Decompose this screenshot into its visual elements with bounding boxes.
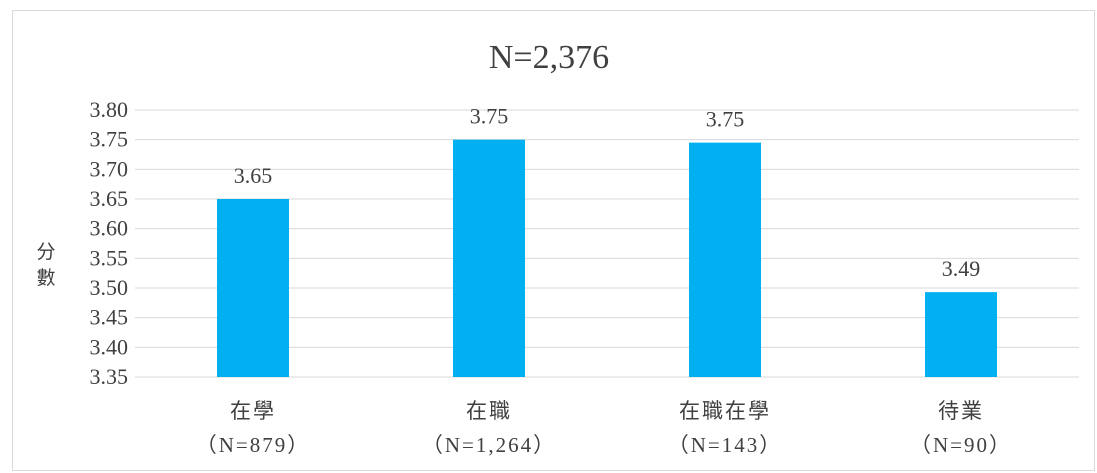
gridlines (135, 109, 1079, 378)
data-label: 3.75 (470, 104, 509, 129)
y-tick-label: 3.70 (90, 156, 129, 181)
category-label: 在職 (466, 399, 512, 423)
category-n-label: （N=143） (668, 433, 783, 457)
bar (217, 199, 289, 377)
category-n-label: （N=879） (196, 433, 311, 457)
data-label: 3.49 (942, 256, 981, 281)
category-label: 在職在學 (679, 399, 771, 423)
category-n-label: （N=90） (910, 433, 1012, 457)
bar (453, 139, 525, 377)
category-label: 待業 (938, 399, 984, 423)
bars (217, 139, 997, 377)
chart-frame (12, 10, 1095, 471)
y-tick-label: 3.75 (90, 127, 129, 152)
y-tick-label: 3.40 (90, 334, 129, 359)
data-label: 3.75 (706, 107, 745, 132)
y-tick-label: 3.65 (90, 186, 129, 211)
y-tick-label: 3.45 (90, 305, 129, 330)
bar (689, 142, 761, 377)
data-labels: 3.65 3.75 3.75 3.49 (234, 104, 981, 281)
bar (925, 292, 997, 377)
y-tick-label: 3.35 (90, 364, 129, 389)
y-axis-label: 分數 (36, 241, 55, 289)
y-axis-label-char: 分 (36, 241, 55, 263)
x-axis-categories: 在學 （N=879） 在職 （N=1,264） 在職在學 （N=143） 待業 （N=90） (196, 399, 1012, 457)
y-tick-label: 3.80 (90, 97, 129, 122)
y-tick-label: 3.55 (90, 245, 129, 270)
category-n-label: （N=1,264） (422, 433, 556, 457)
y-tick-label: 3.50 (90, 275, 129, 300)
y-axis-label-char: 數 (36, 267, 55, 289)
data-label: 3.65 (234, 163, 273, 188)
y-axis-ticks: 3.80 3.75 3.70 3.65 3.60 3.55 3.50 3.45 3.40 3.35 (90, 97, 129, 389)
category-label: 在學 (230, 399, 276, 423)
chart-title: N=2,376 (489, 39, 609, 76)
y-tick-label: 3.60 (90, 216, 129, 241)
